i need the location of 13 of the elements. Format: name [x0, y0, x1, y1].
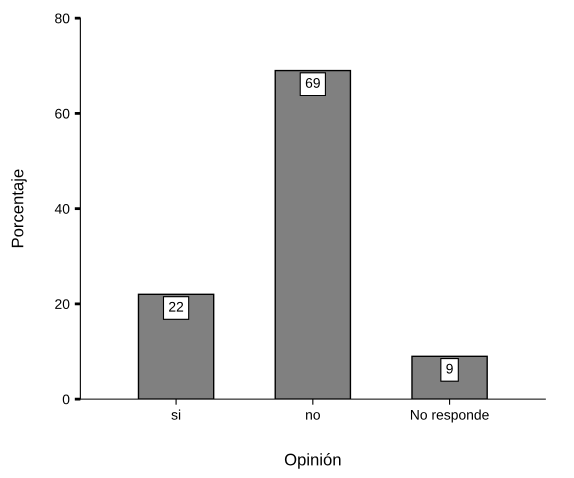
y-tick-label: 20: [55, 299, 70, 310]
y-axis-title: Porcentaje: [11, 170, 27, 248]
y-tick-label: 80: [55, 14, 70, 24]
data-label: 9: [446, 364, 453, 374]
x-tick-label: No responde: [410, 410, 489, 422]
y-tick-label: 40: [54, 204, 70, 214]
y-tick-label: 60: [55, 108, 70, 119]
x-axis-title: Opinión: [284, 453, 340, 469]
data-label: 22: [169, 302, 184, 312]
y-tick-label: 0: [62, 394, 70, 404]
data-label: 69: [306, 78, 320, 88]
x-tick-label: si: [171, 410, 180, 420]
x-tick-label: no: [306, 412, 320, 420]
